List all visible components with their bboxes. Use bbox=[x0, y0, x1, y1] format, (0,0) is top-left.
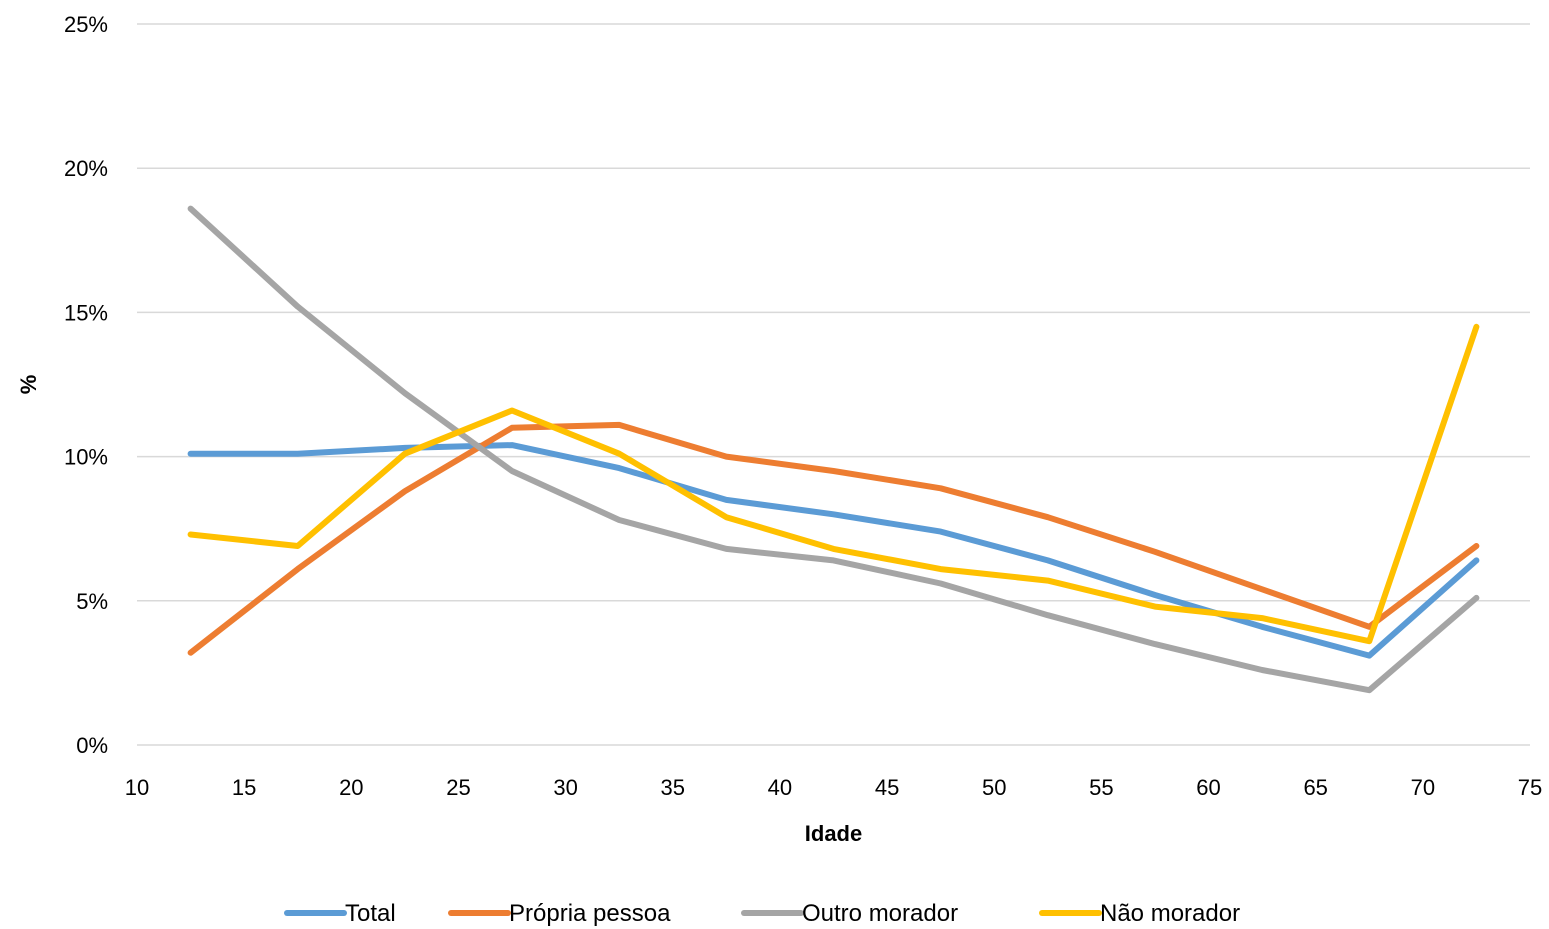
legend: Total Própria pessoa Outro morador Não mora… bbox=[284, 900, 1240, 927]
x-tick-label: 40 bbox=[768, 775, 792, 800]
legend-item: Própria pessoa bbox=[448, 900, 671, 927]
legend-item: Total bbox=[284, 900, 396, 927]
series-line-n-o-morador bbox=[187, 323, 1480, 645]
y-tick-label: 20% bbox=[64, 156, 108, 181]
x-tick-label: 70 bbox=[1411, 775, 1435, 800]
x-tick-label: 50 bbox=[982, 775, 1006, 800]
x-tick-label: 35 bbox=[661, 775, 685, 800]
series-lines bbox=[187, 205, 1480, 694]
x-axis-title: Idade bbox=[805, 821, 862, 846]
x-tick-label: 55 bbox=[1089, 775, 1113, 800]
x-axis-ticks: 10 15 20 25 30 35 40 45 50 55 60 65 70 75 bbox=[125, 775, 1542, 800]
y-tick-label: 25% bbox=[64, 12, 108, 37]
legend-item: Não morador bbox=[1039, 900, 1240, 927]
legend-item: Outro morador bbox=[741, 900, 958, 927]
x-tick-label: 20 bbox=[339, 775, 363, 800]
x-tick-label: 45 bbox=[875, 775, 899, 800]
x-tick-label: 75 bbox=[1518, 775, 1542, 800]
gridlines bbox=[137, 23, 1530, 746]
series-line-pr-pria-pessoa bbox=[187, 421, 1480, 656]
x-tick-label: 30 bbox=[553, 775, 577, 800]
legend-label: Total bbox=[345, 900, 396, 927]
y-tick-label: 10% bbox=[64, 445, 108, 470]
x-tick-label: 60 bbox=[1196, 775, 1220, 800]
legend-label: Outro morador bbox=[802, 900, 958, 927]
series-line-outro-morador bbox=[187, 205, 1480, 694]
x-tick-label: 10 bbox=[125, 775, 149, 800]
x-tick-label: 25 bbox=[446, 775, 470, 800]
y-tick-label: 0% bbox=[76, 733, 108, 758]
y-tick-label: 5% bbox=[76, 589, 108, 614]
x-tick-label: 15 bbox=[232, 775, 256, 800]
series-line-total bbox=[187, 442, 1480, 659]
x-tick-label: 65 bbox=[1303, 775, 1327, 800]
legend-label: Não morador bbox=[1100, 900, 1240, 927]
y-axis-title: % bbox=[16, 375, 41, 395]
y-axis-ticks: 0% 5% 10% 15% 20% 25% bbox=[64, 12, 108, 758]
y-tick-label: 15% bbox=[64, 300, 108, 325]
legend-label: Própria pessoa bbox=[509, 900, 671, 927]
